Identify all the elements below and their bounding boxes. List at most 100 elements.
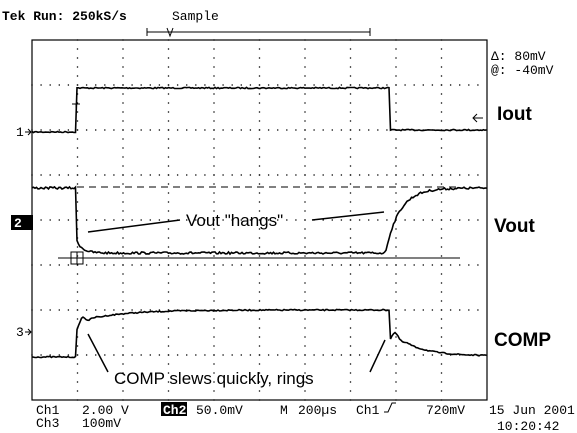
grid-dot	[304, 282, 306, 284]
grid-dot	[122, 156, 124, 158]
grid-dot	[167, 48, 170, 50]
trigger-source: Ch1	[356, 403, 380, 418]
grid-dot	[76, 192, 79, 194]
grid-dot	[149, 129, 151, 131]
grid-dot	[167, 228, 170, 230]
grid-dot	[213, 138, 215, 140]
grid-dot	[240, 129, 242, 131]
grid-dot	[440, 300, 443, 302]
grid-dot	[395, 138, 397, 140]
grid-dot	[404, 264, 406, 266]
grid-dot	[40, 309, 42, 311]
grid-dot	[76, 66, 79, 68]
grid-dot	[258, 381, 261, 383]
grid-dot	[167, 336, 170, 338]
grid-dot	[186, 264, 188, 266]
grid-dot	[440, 192, 443, 194]
grid-dot	[76, 174, 79, 176]
grid-dot	[49, 84, 51, 86]
grid-dot	[258, 336, 261, 338]
grid-dot	[213, 363, 215, 365]
grid-dot	[258, 300, 261, 302]
time: 10:20:42	[497, 419, 559, 433]
grid-dot	[76, 138, 79, 140]
grid-dot	[440, 318, 443, 320]
grid-dot	[304, 291, 306, 293]
grid-dot	[422, 264, 424, 266]
grid-dot	[349, 336, 352, 338]
grid-dot	[122, 138, 124, 140]
grid-dot	[349, 84, 352, 86]
grid-dot	[277, 219, 279, 221]
grid-dot	[95, 264, 97, 266]
grid-dot	[213, 102, 215, 104]
grid-dot	[40, 84, 42, 86]
grid-dot	[431, 174, 434, 176]
grid-dot	[122, 327, 124, 329]
grid-dot	[104, 129, 106, 131]
grid-dot	[131, 219, 133, 221]
grid-dot	[76, 48, 79, 50]
grid-dot	[85, 84, 88, 86]
ch2-label: Ch2	[163, 403, 187, 418]
grid-dot	[140, 129, 142, 131]
grid-dot	[167, 138, 170, 140]
grid-dot	[395, 237, 397, 239]
grid-dot	[267, 264, 270, 266]
grid-dot	[422, 174, 424, 176]
grid-dot	[176, 129, 179, 131]
grid-dot	[140, 219, 142, 221]
grid-dot	[295, 264, 297, 266]
grid-dot	[440, 84, 443, 86]
grid-dot	[258, 354, 261, 356]
grid-dot	[413, 174, 415, 176]
grid-dot	[349, 165, 352, 167]
grid-dot	[49, 219, 51, 221]
grid-dot	[76, 273, 79, 275]
grid-dot	[231, 129, 233, 131]
grid-dot	[149, 219, 151, 221]
grid-dot	[76, 390, 79, 392]
grid-dot	[258, 57, 261, 59]
grid-dot	[440, 390, 443, 392]
trigger-slope	[384, 402, 396, 413]
grid-dot	[249, 219, 252, 221]
grid-dot	[104, 354, 106, 356]
grid-dot	[186, 219, 188, 221]
grid-dot	[231, 84, 233, 86]
grid-dot	[76, 165, 79, 167]
grid-dot	[122, 183, 124, 185]
grid-dot	[368, 84, 370, 86]
grid-dot	[167, 165, 170, 167]
grid-dot	[258, 111, 261, 113]
grid-dot	[213, 93, 215, 95]
grid-dot	[76, 111, 79, 113]
grid-dot	[222, 129, 224, 131]
grid-dot	[58, 219, 60, 221]
grid-dot	[431, 354, 434, 356]
grid-dot	[349, 48, 352, 50]
grid-dot	[349, 192, 352, 194]
grid-dot	[349, 246, 352, 248]
grid-dot	[76, 120, 79, 122]
grid-dot	[395, 102, 397, 104]
grid-dot	[349, 120, 352, 122]
grid-dot	[76, 201, 79, 203]
grid-dot	[258, 48, 261, 50]
grid-dot	[67, 129, 70, 131]
grid-dot	[122, 219, 124, 221]
grid-dot	[76, 147, 79, 149]
grid-dot	[440, 228, 443, 230]
grid-dot	[331, 129, 333, 131]
grid-dot	[277, 84, 279, 86]
grid-dot	[49, 129, 51, 131]
grid-dot	[204, 174, 206, 176]
grid-dot	[304, 372, 306, 374]
grid-dot	[258, 390, 261, 392]
grid-dot	[76, 219, 79, 221]
grid-dot	[267, 84, 270, 86]
ch1-marker: 1	[16, 125, 24, 140]
grid-dot	[304, 381, 306, 383]
grid-dot	[304, 201, 306, 203]
